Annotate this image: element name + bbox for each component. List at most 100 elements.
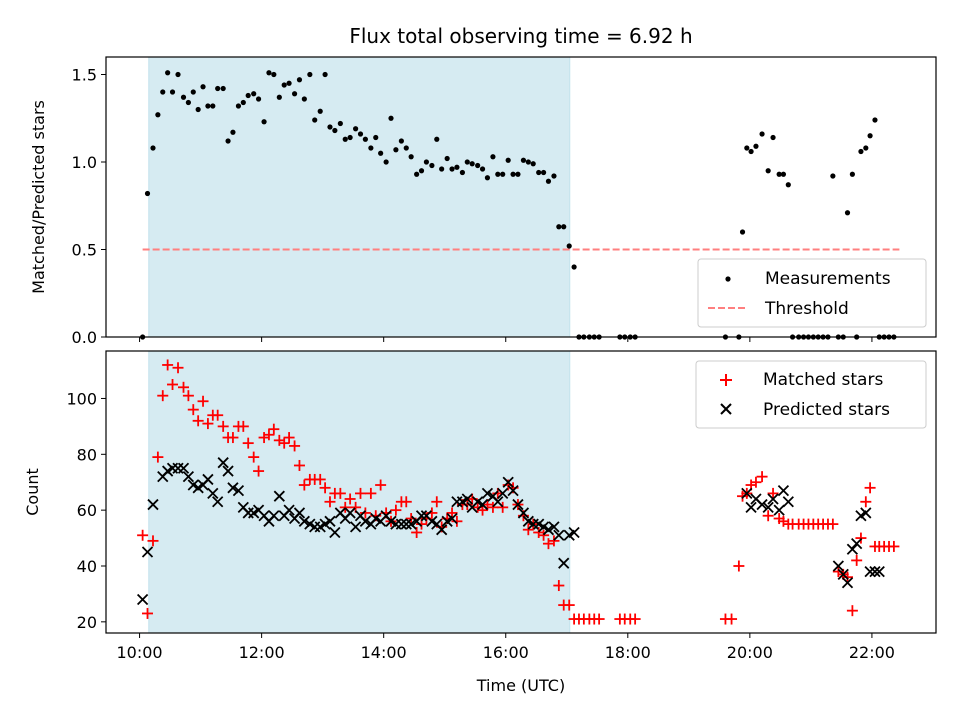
matched-star-point — [157, 390, 169, 402]
measurement-point — [545, 178, 552, 184]
measurement-point — [759, 131, 765, 137]
matched-star-point — [354, 487, 366, 499]
matched-star-point — [187, 404, 199, 416]
legend-matched-marker — [720, 374, 732, 386]
bottom-xtick-label: 10:00 — [117, 643, 163, 662]
matched-star-point — [212, 409, 224, 421]
measurement-point — [296, 77, 303, 83]
measurement-point — [525, 159, 531, 165]
measurement-point — [510, 171, 516, 177]
measurement-point — [872, 117, 878, 123]
matched-star-point — [553, 580, 565, 592]
predicted-star-point — [222, 465, 234, 477]
legend-matched-label: Matched stars — [763, 370, 883, 390]
measurement-point — [337, 120, 343, 127]
measurement-point — [169, 89, 176, 95]
bottom-ytick-label: 40 — [77, 557, 97, 576]
predicted-star-point — [293, 507, 306, 519]
predicted-star-point — [405, 518, 417, 530]
measurement-point — [863, 145, 869, 151]
measurement-point — [342, 136, 348, 142]
matched-star-point — [400, 496, 412, 508]
matched-star-point — [339, 501, 351, 513]
bottom-legend: Matched stars Predicted stars — [695, 360, 927, 429]
measurement-point — [520, 157, 527, 163]
matched-star-point — [538, 529, 550, 541]
top-axes-frame — [105, 56, 937, 338]
matched-star-point — [593, 613, 605, 625]
predicted-star-point — [177, 462, 190, 474]
predicted-star-point — [298, 515, 310, 527]
matched-star-point — [431, 496, 443, 508]
bottom-xtick-label: 14:00 — [361, 643, 407, 662]
measurement-point — [454, 164, 460, 170]
measurement-point — [144, 190, 151, 197]
matched-star-point — [182, 390, 194, 402]
measurement-point — [235, 103, 242, 109]
measurement-point — [307, 71, 313, 78]
predicted-star-point — [217, 457, 229, 469]
measurement-point — [322, 71, 328, 78]
predicted-star-point — [182, 471, 195, 483]
predicted-star-point — [436, 524, 448, 536]
matched-star-point — [733, 560, 745, 572]
matched-star-point — [860, 496, 872, 508]
measurement-point — [220, 85, 226, 92]
predicted-star-point — [400, 518, 412, 530]
bottom-ytick-label: 80 — [77, 445, 97, 464]
top-ytick-label: 0.0 — [72, 328, 97, 347]
matched-star-point — [289, 440, 301, 452]
measurement-point — [418, 168, 425, 174]
matched-star-point — [227, 432, 239, 444]
predicted-star-point — [202, 473, 214, 486]
legend-measurements-label: Measurements — [765, 269, 891, 289]
measurement-point — [286, 80, 292, 86]
measurement-point — [780, 171, 787, 177]
matched-star-point — [253, 465, 265, 477]
predicted-star-point — [873, 565, 885, 578]
predicted-star-point — [782, 496, 794, 508]
measurement-point — [495, 171, 501, 177]
measurement-point — [566, 243, 572, 249]
measurement-point — [281, 82, 287, 88]
matched-star-point — [319, 482, 331, 494]
measurement-point — [408, 154, 414, 160]
measurement-point — [388, 115, 394, 121]
measurement-point — [770, 134, 776, 141]
matched-star-point — [334, 487, 346, 499]
predicted-star-point — [548, 521, 560, 533]
bottom-ytick-label: 100 — [66, 389, 97, 408]
measurement-point — [245, 92, 251, 99]
measurement-point — [776, 171, 782, 177]
measurement-point — [423, 159, 430, 165]
predicted-star-point — [324, 515, 336, 527]
figure-title: Flux total observing time = 6.92 h — [349, 24, 692, 48]
measurement-point — [255, 96, 262, 102]
matched-star-point — [487, 501, 499, 513]
predicted-star-point — [512, 498, 524, 511]
top-ytick-label: 1.5 — [72, 66, 97, 85]
matched-star-point — [324, 496, 336, 508]
predicted-star-point — [741, 487, 753, 500]
measurement-point — [180, 94, 187, 100]
bottom-xtick-label: 12:00 — [239, 643, 285, 662]
bottom-ylabel: Count — [23, 468, 42, 516]
bottom-ytick-label: 60 — [77, 501, 97, 520]
predicted-star-point — [837, 568, 849, 581]
measurement-point — [301, 96, 307, 102]
predicted-star-point — [207, 487, 219, 500]
legend-threshold-label: Threshold — [764, 299, 849, 319]
measurement-point — [175, 71, 181, 78]
measurement-point — [748, 148, 754, 155]
matched-star-point — [548, 535, 560, 547]
measurement-point — [398, 138, 404, 144]
matched-star-point — [762, 510, 774, 522]
measurement-point — [571, 264, 577, 270]
measurement-point — [561, 224, 567, 230]
measurement-point — [230, 129, 236, 135]
predicted-star-point — [141, 546, 154, 558]
predicted-star-point — [773, 504, 785, 516]
legend-predicted-marker — [720, 403, 732, 415]
matched-star-point — [842, 571, 854, 583]
legend-measurements-marker — [725, 276, 731, 282]
